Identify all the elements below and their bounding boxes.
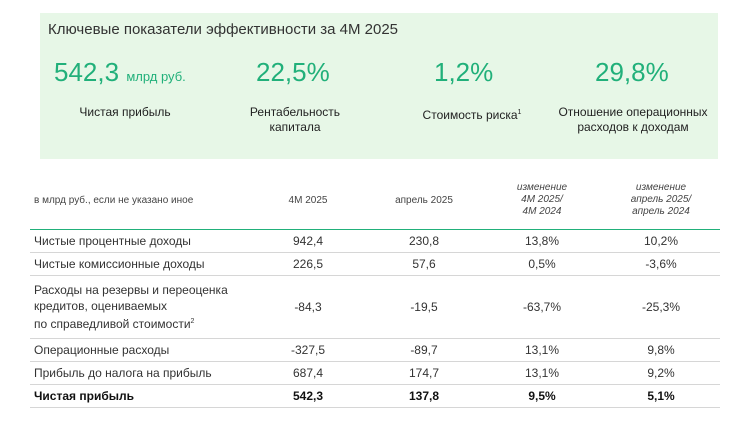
- row-value-4m: 542,3: [250, 384, 366, 408]
- row-change-4m: -63,7%: [482, 275, 602, 339]
- kpi-cost-income-value: 29,8%: [595, 57, 669, 87]
- row-value-4m: 226,5: [250, 252, 366, 276]
- row-value-april: -89,7: [366, 338, 482, 362]
- col-header-change-4m: изменение 4М 2025/ 4М 2024: [482, 171, 602, 230]
- kpi-cost-of-risk-label: Стоимость риска1: [392, 105, 552, 123]
- row-change-april: 10,2%: [602, 229, 720, 253]
- metrics-table: в млрд руб., если не указано иное 4М 202…: [30, 171, 720, 408]
- footnote-2: 2: [190, 318, 195, 325]
- row-value-april: 230,8: [366, 229, 482, 253]
- row-change-april: 9,2%: [602, 361, 720, 385]
- row-value-april: 57,6: [366, 252, 482, 276]
- row-value-april: -19,5: [366, 275, 482, 339]
- row-change-april: -3,6%: [602, 252, 720, 276]
- row-value-4m: -84,3: [250, 275, 366, 339]
- kpi-net-profit-unit: млрд руб.: [126, 69, 186, 84]
- row-label: Расходы на резервы и переоценка кредитов…: [30, 275, 250, 339]
- row-value-april: 174,7: [366, 361, 482, 385]
- row-label: Операционные расходы: [30, 338, 250, 362]
- kpi-net-profit-number: 542,3: [54, 57, 120, 87]
- col-header-4m-2025: 4М 2025: [250, 171, 366, 230]
- table-row: Чистые процентные доходы 942,4 230,8 13,…: [30, 229, 720, 253]
- row-change-april: -25,3%: [602, 275, 720, 339]
- table-row: Чистые комиссионные доходы 226,5 57,6 0,…: [30, 252, 720, 276]
- row-label: Прибыль до налога на прибыль: [30, 361, 250, 385]
- kpi-cost-of-risk-value: 1,2%: [434, 57, 494, 87]
- footnote-1: 1: [517, 109, 522, 116]
- row-label: Чистые процентные доходы: [30, 229, 250, 253]
- panel-title: Ключевые показатели эффективности за 4М …: [48, 21, 399, 38]
- row-change-4m: 0,5%: [482, 252, 602, 276]
- row-value-4m: 687,4: [250, 361, 366, 385]
- row-label-text: Расходы на резервы и переоценка кредитов…: [34, 283, 228, 331]
- table-row: Расходы на резервы и переоценка кредитов…: [30, 275, 720, 339]
- table-row: Операционные расходы -327,5 -89,7 13,1% …: [30, 338, 720, 362]
- kpi-panel: Ключевые показатели эффективности за 4М …: [40, 13, 718, 159]
- kpi-roe-label: Рентабельность капитала: [249, 105, 341, 134]
- row-change-4m: 13,8%: [482, 229, 602, 253]
- kpi-net-profit-value: 542,3 млрд руб.: [54, 57, 186, 88]
- row-change-april: 9,8%: [602, 338, 720, 362]
- row-change-4m: 9,5%: [482, 384, 602, 408]
- col-header-april-2025: апрель 2025: [366, 171, 482, 230]
- row-change-4m: 13,1%: [482, 361, 602, 385]
- units-note: в млрд руб., если не указано иное: [30, 171, 250, 230]
- row-change-april: 5,1%: [602, 384, 720, 408]
- kpi-cost-of-risk-text: Стоимость риска: [422, 108, 518, 122]
- table-header-row: в млрд руб., если не указано иное 4М 202…: [30, 171, 720, 230]
- kpi-net-profit-label: Чистая прибыль: [79, 105, 171, 119]
- row-value-4m: -327,5: [250, 338, 366, 362]
- row-label: Чистые комиссионные доходы: [30, 252, 250, 276]
- kpi-cost-income-label: Отношение операционных расходов к дохода…: [558, 105, 708, 134]
- row-value-april: 137,8: [366, 384, 482, 408]
- row-value-4m: 942,4: [250, 229, 366, 253]
- row-label: Чистая прибыль: [30, 384, 250, 408]
- kpi-roe-value: 22,5%: [256, 57, 330, 87]
- table-row-total: Чистая прибыль 542,3 137,8 9,5% 5,1%: [30, 384, 720, 408]
- row-change-4m: 13,1%: [482, 338, 602, 362]
- table-row: Прибыль до налога на прибыль 687,4 174,7…: [30, 361, 720, 385]
- col-header-change-april: изменение апрель 2025/ апрель 2024: [602, 171, 720, 230]
